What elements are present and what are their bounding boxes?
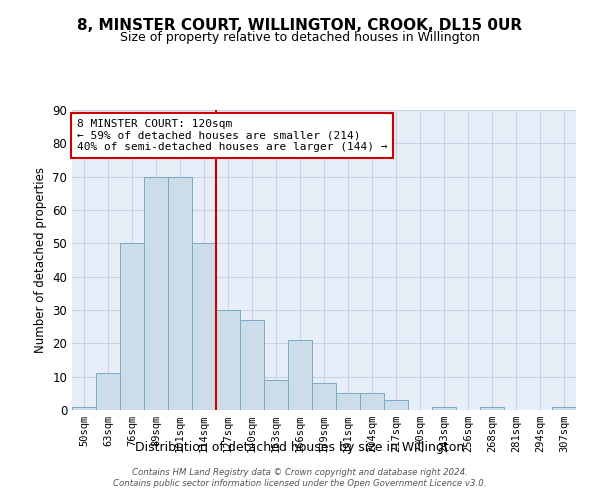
Bar [240, 320, 264, 410]
Bar [264, 380, 288, 410]
Bar [96, 374, 120, 410]
Bar [168, 176, 192, 410]
Text: Contains HM Land Registry data © Crown copyright and database right 2024.
Contai: Contains HM Land Registry data © Crown c… [113, 468, 487, 487]
Text: 8, MINSTER COURT, WILLINGTON, CROOK, DL15 0UR: 8, MINSTER COURT, WILLINGTON, CROOK, DL1… [77, 18, 523, 32]
Bar [336, 394, 360, 410]
Bar [552, 406, 576, 410]
Bar [432, 406, 456, 410]
Bar [384, 400, 408, 410]
Bar [288, 340, 312, 410]
Bar [312, 384, 336, 410]
Bar [360, 394, 384, 410]
Text: 8 MINSTER COURT: 120sqm
← 59% of detached houses are smaller (214)
40% of semi-d: 8 MINSTER COURT: 120sqm ← 59% of detache… [77, 119, 388, 152]
Y-axis label: Number of detached properties: Number of detached properties [34, 167, 47, 353]
Bar [120, 244, 144, 410]
Text: Size of property relative to detached houses in Willington: Size of property relative to detached ho… [120, 31, 480, 44]
Bar [480, 406, 504, 410]
Bar [144, 176, 168, 410]
Bar [72, 406, 96, 410]
Bar [216, 310, 240, 410]
Bar [192, 244, 216, 410]
Text: Distribution of detached houses by size in Willington: Distribution of detached houses by size … [136, 441, 464, 454]
